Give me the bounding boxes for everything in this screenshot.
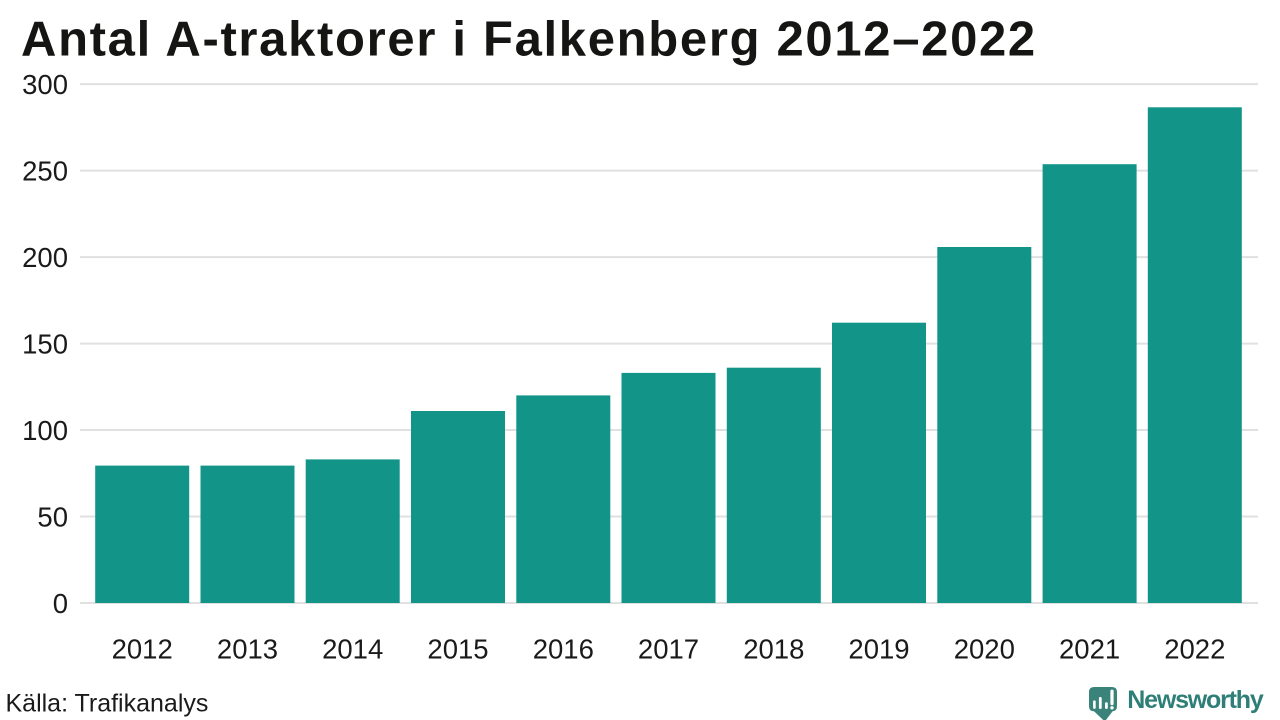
svg-text:2012: 2012 <box>112 633 173 664</box>
svg-text:300: 300 <box>22 69 68 100</box>
svg-text:Källa: Trafikanalys: Källa: Trafikanalys <box>6 690 209 718</box>
svg-text:2013: 2013 <box>217 633 278 664</box>
svg-text:Newsworthy: Newsworthy <box>1127 686 1264 714</box>
svg-text:150: 150 <box>22 329 68 360</box>
svg-text:2020: 2020 <box>954 633 1015 664</box>
svg-text:2017: 2017 <box>638 633 699 664</box>
svg-text:0: 0 <box>53 588 68 619</box>
svg-text:2021: 2021 <box>1059 633 1120 664</box>
svg-text:2019: 2019 <box>848 633 909 664</box>
svg-text:2014: 2014 <box>322 633 383 664</box>
svg-text:100: 100 <box>22 415 68 446</box>
svg-text:2015: 2015 <box>427 633 488 664</box>
svg-text:2018: 2018 <box>743 633 804 664</box>
svg-text:2022: 2022 <box>1164 633 1225 664</box>
svg-text:2016: 2016 <box>533 633 594 664</box>
svg-text:200: 200 <box>22 242 68 273</box>
svg-text:Antal A-traktorer i Falkenberg: Antal A-traktorer i Falkenberg 2012–2022 <box>21 13 1037 67</box>
svg-text:50: 50 <box>37 501 68 532</box>
svg-text:250: 250 <box>22 156 68 187</box>
